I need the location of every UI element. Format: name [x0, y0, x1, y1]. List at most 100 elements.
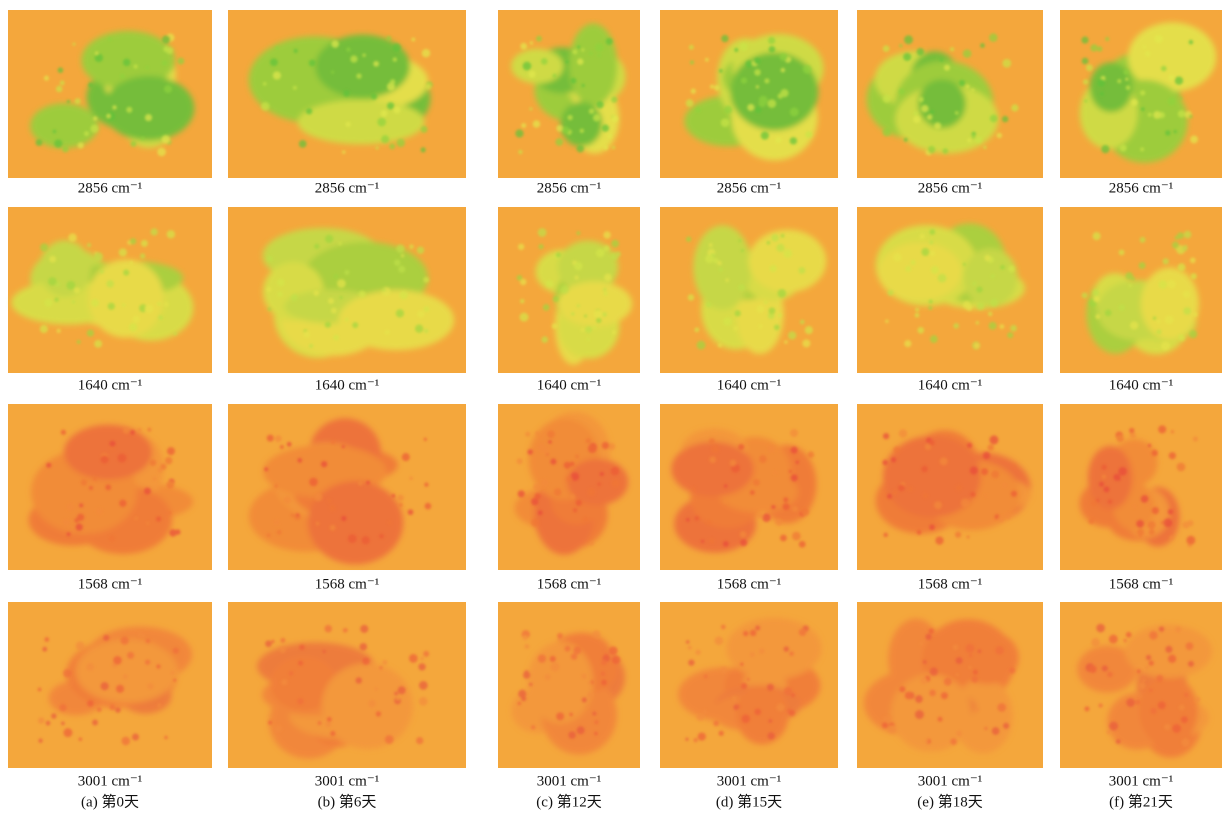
texture-speck [1156, 320, 1160, 324]
texture-speck [150, 459, 157, 466]
texture-speck [1172, 242, 1179, 249]
texture-speck [720, 667, 727, 674]
texture-speck [552, 323, 558, 329]
texture-speck [717, 261, 721, 265]
spectral-image [660, 602, 838, 768]
texture-speck [596, 101, 604, 109]
texture-speck [977, 303, 985, 311]
panel-caption: (a) 第0天 [81, 792, 139, 810]
texture-speck [697, 341, 706, 350]
texture-speck [882, 460, 888, 466]
texture-speck [321, 461, 327, 467]
texture-speck [899, 88, 905, 94]
sample-blob [103, 76, 194, 141]
texture-speck [423, 651, 429, 657]
texture-speck [168, 511, 171, 514]
texture-speck [556, 252, 561, 257]
texture-speck [915, 313, 920, 318]
texture-speck [76, 524, 83, 531]
texture-speck [97, 707, 102, 712]
texture-speck [935, 536, 943, 544]
texture-speck [94, 252, 103, 261]
texture-speck [417, 310, 424, 317]
sample-blob [76, 639, 178, 703]
texture-speck [956, 657, 963, 664]
texture-speck [73, 43, 76, 46]
texture-speck [548, 440, 552, 444]
texture-speck [146, 639, 151, 644]
texture-speck [343, 628, 348, 633]
texture-speck [327, 717, 332, 722]
texture-speck [1191, 273, 1197, 279]
texture-speck [719, 268, 723, 272]
texture-speck [713, 721, 719, 727]
texture-speck [1183, 307, 1191, 315]
texture-speck [570, 494, 576, 500]
texture-speck [106, 114, 110, 118]
texture-speck [92, 720, 98, 726]
texture-speck [54, 297, 58, 301]
texture-speck [969, 654, 972, 657]
texture-speck [396, 244, 404, 252]
texture-speck [366, 481, 370, 485]
texture-speck [162, 60, 167, 65]
texture-speck [1103, 486, 1109, 492]
texture-speck [733, 705, 738, 710]
texture-speck [888, 725, 896, 733]
texture-speck [46, 721, 51, 726]
texture-speck [1091, 638, 1100, 647]
texture-speck [781, 68, 786, 73]
texture-speck [38, 739, 42, 743]
texture-speck [776, 703, 784, 711]
texture-speck [270, 58, 278, 66]
texture-speck [543, 304, 550, 311]
texture-speck [755, 625, 760, 630]
texture-speck [802, 339, 810, 347]
texture-speck [274, 484, 278, 488]
texture-speck [379, 534, 384, 539]
texture-speck [1169, 535, 1174, 540]
texture-speck [967, 443, 972, 448]
texture-speck [1149, 660, 1154, 665]
texture-speck [129, 323, 137, 331]
texture-speck [1105, 309, 1112, 316]
texture-speck [375, 687, 378, 690]
texture-speck [917, 48, 925, 56]
texture-speck [611, 467, 619, 475]
texture-speck [323, 650, 326, 653]
texture-speck [86, 663, 94, 671]
texture-speck [1116, 435, 1123, 442]
texture-speck [132, 316, 139, 323]
texture-speck [759, 648, 765, 654]
texture-speck [1154, 35, 1163, 44]
texture-speck [546, 280, 553, 287]
texture-speck [396, 309, 404, 317]
texture-speck [331, 71, 334, 74]
wavenumber-label: 3001 cm⁻¹ [1109, 773, 1174, 789]
texture-speck [930, 335, 938, 343]
texture-speck [723, 541, 729, 547]
texture-speck [425, 84, 431, 90]
texture-speck [572, 49, 577, 54]
texture-speck [709, 438, 715, 444]
texture-speck [1189, 115, 1193, 119]
texture-speck [103, 635, 109, 641]
texture-speck [735, 310, 741, 316]
texture-speck [892, 490, 897, 495]
texture-speck [574, 275, 578, 279]
texture-speck [882, 722, 888, 728]
texture-speck [606, 38, 613, 45]
texture-speck [547, 431, 555, 439]
texture-speck [967, 138, 971, 142]
texture-speck [883, 533, 888, 538]
texture-speck [76, 641, 85, 650]
texture-speck [971, 88, 974, 91]
texture-speck [1109, 722, 1118, 731]
texture-speck [164, 85, 172, 93]
texture-speck [944, 65, 950, 71]
texture-speck [1184, 693, 1188, 697]
texture-speck [145, 114, 152, 121]
texture-speck [358, 481, 362, 485]
texture-speck [1141, 107, 1145, 111]
texture-speck [904, 35, 913, 44]
